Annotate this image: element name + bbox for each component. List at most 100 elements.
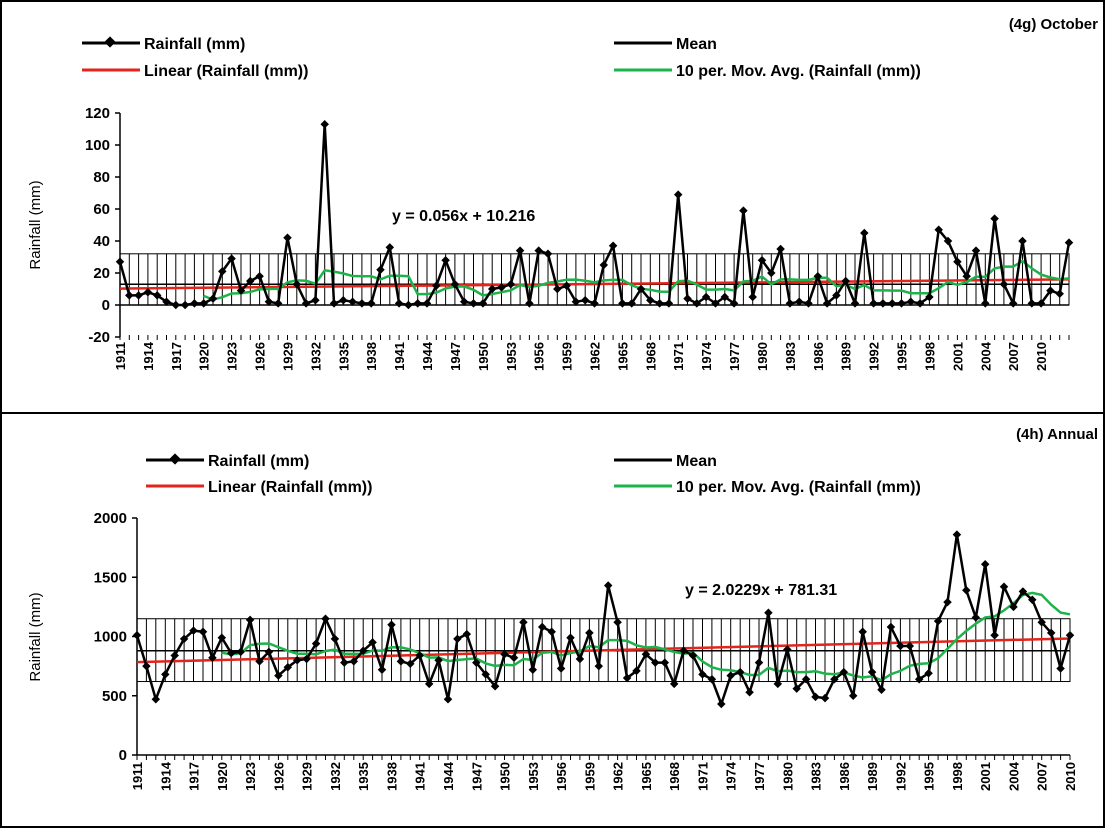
rainfall-point xyxy=(711,299,720,308)
rainfall-point xyxy=(171,300,181,310)
y-tick-label: 1000 xyxy=(94,629,127,646)
x-tick-label: 1974 xyxy=(699,341,714,371)
rainfall-point xyxy=(329,299,339,308)
x-tick-label: 1923 xyxy=(225,342,240,371)
rainfall-point xyxy=(627,299,636,308)
rainfall-point xyxy=(330,634,340,644)
rainfall-point xyxy=(255,271,264,281)
legend-mean-label: Mean xyxy=(676,453,717,470)
rainfall-point xyxy=(506,279,516,289)
x-tick-label: 1926 xyxy=(271,762,286,791)
x-tick-label: 1968 xyxy=(643,342,658,371)
rainfall-point xyxy=(199,299,208,308)
x-tick-label: 1938 xyxy=(364,342,379,371)
rainfall-point xyxy=(962,586,971,595)
rainfall-point xyxy=(915,299,925,308)
legend-linear-label: Linear (Rainfall (mm)) xyxy=(144,63,308,80)
rainfall-point xyxy=(1064,238,1074,247)
rainfall-point xyxy=(543,249,553,259)
rainfall-point xyxy=(553,284,562,294)
x-tick-label: 1983 xyxy=(809,762,824,791)
plot-area: 0 500 1000 1500 2000 1911 1914 1917 1920 1923 1926… xyxy=(94,510,1078,791)
rainfall-point xyxy=(450,279,460,289)
rainfall-point xyxy=(366,299,376,308)
rainfall-point xyxy=(785,299,795,308)
y-tick-label: 0 xyxy=(102,297,110,314)
rainfall-point xyxy=(603,581,613,590)
x-tick-label: 1935 xyxy=(356,762,371,791)
rainfall-point xyxy=(226,648,236,658)
y-tick-label: 500 xyxy=(102,688,127,705)
rainfall-point xyxy=(396,657,406,666)
trend-equation: y = 2.0229x + 781.31 xyxy=(685,582,837,599)
y-axis-label: Rainfall (mm) xyxy=(27,180,44,269)
rainfall-point xyxy=(490,682,500,691)
x-tick-label: 1965 xyxy=(615,342,630,371)
y-tick-label: 20 xyxy=(93,265,110,282)
rainfall-point xyxy=(413,299,422,308)
trend-equation: y = 0.056x + 10.216 xyxy=(392,208,535,225)
rainfall-point xyxy=(434,655,443,665)
x-tick-label: 1953 xyxy=(526,762,541,791)
rainfall-point xyxy=(198,627,208,637)
rainfall-point xyxy=(683,294,692,303)
rainfall-point xyxy=(669,679,679,689)
october-chart-panel: (4g) October Rainfall (mm) Mean Linear (… xyxy=(0,0,1105,414)
x-tick-label: 1974 xyxy=(724,761,739,791)
rainfall-point xyxy=(887,299,897,308)
x-tick-label: 1914 xyxy=(158,761,173,791)
rainfall-point xyxy=(841,276,850,286)
rainfall-point xyxy=(776,244,785,254)
x-tick-label: 1950 xyxy=(476,342,491,371)
rainfall-point xyxy=(707,674,717,684)
rainfall-point xyxy=(320,119,329,129)
rainfall-point xyxy=(906,297,916,307)
rainfall-point xyxy=(528,665,538,674)
rainfall-point xyxy=(651,658,660,667)
rainfall-point xyxy=(575,654,585,664)
legend-linear-label: Linear (Rainfall (mm)) xyxy=(208,479,372,496)
x-tick-label: 1950 xyxy=(498,762,513,791)
rainfall-point xyxy=(858,627,867,637)
x-tick-label: 1953 xyxy=(504,342,519,371)
legend-movavg-label: 10 per. Mov. Avg. (Rainfall (mm)) xyxy=(676,479,921,496)
rainfall-point xyxy=(566,633,575,642)
x-tick-label: 1971 xyxy=(696,762,711,791)
x-tick-label: 1992 xyxy=(867,342,882,371)
rainfall-point xyxy=(943,597,952,607)
rainfall-point xyxy=(726,671,735,680)
x-tick-label: 1911 xyxy=(130,762,145,790)
rainfall-point xyxy=(497,283,506,292)
x-tick-label: 1968 xyxy=(667,762,682,791)
rainfall-point xyxy=(999,582,1009,591)
rainfall-point xyxy=(720,292,730,302)
rainfall-point xyxy=(162,297,171,307)
chart-title: (4h) Annual xyxy=(1016,426,1098,443)
rainfall-point xyxy=(701,292,711,302)
rainfall-point xyxy=(813,271,823,281)
rainfall-point xyxy=(1046,286,1055,295)
rainfall-point xyxy=(585,628,594,638)
y-tick-label: 100 xyxy=(85,137,110,154)
rainfall-point xyxy=(745,687,754,697)
rainfall-point xyxy=(348,297,357,307)
x-tick-label: 1998 xyxy=(922,342,937,371)
rainfall-point xyxy=(1036,299,1046,308)
rainfall-point xyxy=(385,243,395,252)
rainfall-point xyxy=(339,295,348,305)
rainfall-point xyxy=(415,651,424,660)
rainfall-point xyxy=(562,281,571,291)
rainfall-point xyxy=(1055,289,1064,299)
legend-movavg-label: 10 per. Mov. Avg. (Rainfall (mm)) xyxy=(676,63,921,80)
rainfall-point xyxy=(472,658,481,667)
x-tick-label: 1935 xyxy=(336,342,351,371)
rainfall-point xyxy=(459,297,469,307)
rainfall-point xyxy=(773,679,783,689)
x-tick-label: 1917 xyxy=(169,342,184,371)
rainfall-point xyxy=(143,287,153,297)
rainfall-point xyxy=(189,626,198,635)
rainfall-point xyxy=(999,279,1009,289)
rainfall-point xyxy=(377,665,387,674)
x-tick-label: 1944 xyxy=(420,341,435,371)
rainfall-point xyxy=(264,297,274,307)
